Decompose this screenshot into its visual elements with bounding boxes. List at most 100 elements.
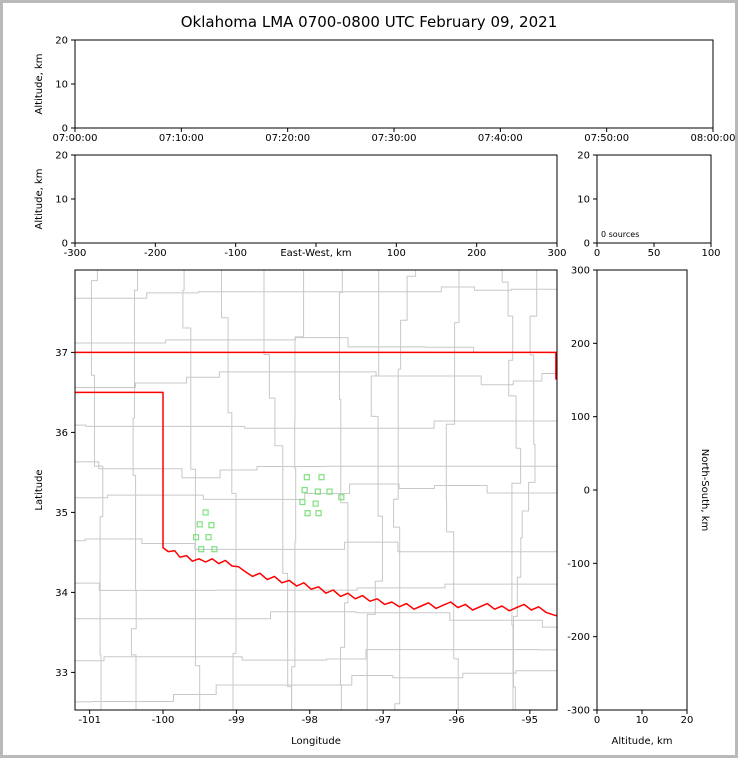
x-tick-label: 200	[467, 248, 486, 259]
lma-station-marker	[205, 534, 212, 541]
county-line	[445, 270, 460, 710]
county-line	[75, 670, 557, 703]
x-tick-label: 07:00:00	[53, 133, 98, 144]
county-line	[338, 270, 349, 710]
annotation-source-count: 0 sources	[601, 230, 639, 239]
y-tick-label: 10	[577, 195, 590, 206]
ylabel-ns-height-right: North-South, km	[699, 449, 710, 532]
y-tick-label: 100	[571, 412, 590, 423]
y-tick-label: 20	[55, 151, 68, 162]
lma-station-marker	[192, 534, 200, 541]
y-tick-label: 200	[571, 339, 590, 350]
x-tick-label: -99	[228, 715, 244, 726]
x-tick-label: 07:40:00	[478, 133, 523, 144]
x-tick-label: 10	[636, 715, 649, 726]
lma-station-marker	[198, 546, 205, 553]
lma-station-marker	[314, 488, 321, 495]
county-line	[90, 270, 104, 710]
y-tick-label: -200	[567, 632, 590, 643]
x-tick-label: 100	[387, 248, 406, 259]
county-line	[291, 270, 305, 710]
y-tick-label: 35	[55, 508, 68, 519]
lma-station-marker	[196, 521, 203, 528]
y-tick-label: 20	[55, 36, 68, 47]
x-tick-label: -101	[78, 715, 101, 726]
y-tick-label: 10	[55, 80, 68, 91]
y-tick-label: 0	[584, 239, 590, 250]
xlabel-ew-height: East-West, km	[280, 248, 351, 259]
lma-station-marker	[301, 486, 308, 494]
county-line	[75, 286, 557, 299]
x-tick-label: 300	[547, 248, 566, 259]
county-line	[366, 270, 383, 710]
county-line	[75, 420, 557, 429]
lma-stations	[192, 474, 345, 553]
x-tick-label: -96	[448, 715, 464, 726]
x-tick-label: -100	[224, 248, 247, 259]
lma-station-marker	[303, 474, 310, 481]
state-border	[75, 351, 557, 617]
figure-title: Oklahoma LMA 0700-0800 UTC February 09, …	[181, 13, 558, 31]
x-tick-label: -300	[64, 248, 87, 259]
panel-ew-height: -300 -200 -100 100 200 300 0 10 20	[55, 151, 566, 260]
x-tick-label: -100	[152, 715, 175, 726]
lma-station-marker	[318, 474, 325, 481]
y-tick-label: 37	[55, 348, 68, 359]
x-tick-label: 20	[681, 715, 694, 726]
lma-station-marker	[338, 494, 345, 501]
county-line	[75, 483, 557, 500]
county-line	[221, 270, 237, 710]
x-tick-label: 100	[701, 248, 720, 259]
lma-station-marker	[299, 498, 306, 506]
county-line	[75, 371, 557, 388]
x-tick-label: 07:30:00	[372, 133, 417, 144]
x-tick-label: 07:50:00	[584, 133, 629, 144]
lma-station-marker	[315, 510, 322, 517]
lma-station-marker	[304, 510, 311, 517]
county-line	[75, 461, 557, 479]
x-tick-label: -200	[144, 248, 167, 259]
x-tick-label: 0	[594, 715, 600, 726]
county-line	[75, 582, 557, 591]
plan-view-map-frame	[74, 269, 558, 711]
y-tick-label: 0	[584, 486, 590, 497]
county-line	[393, 270, 417, 710]
x-tick-label: 08:00:00	[691, 133, 736, 144]
y-tick-label: -300	[567, 706, 590, 717]
panel-time-height: 07:00:00 07:10:00 07:20:00 07:30:00 07:40:00…	[53, 36, 736, 145]
county-line	[75, 649, 557, 662]
y-tick-label: 36	[55, 428, 68, 439]
ns-height-frame	[596, 269, 688, 711]
x-tick-label: -95	[522, 715, 538, 726]
xlabel-ns-height: Altitude, km	[612, 736, 673, 747]
xlabel-map: Longitude	[291, 736, 341, 747]
lma-station-marker	[202, 509, 209, 516]
county-boundaries	[75, 270, 557, 710]
x-tick-label: 50	[648, 248, 661, 259]
panel-altitude-histogram: 0 50 100 0 10 20	[577, 151, 720, 260]
time-height-frame	[74, 39, 714, 129]
ew-height-frame	[74, 154, 558, 244]
county-line	[75, 538, 557, 553]
y-tick-label: 20	[577, 151, 590, 162]
lma-station-marker	[326, 488, 333, 495]
x-tick-label: 07:20:00	[265, 133, 310, 144]
x-tick-label: -97	[375, 715, 391, 726]
y-tick-label: 33	[55, 668, 68, 679]
x-tick-label: 0	[594, 248, 600, 259]
county-line	[130, 270, 138, 710]
y-tick-label: 10	[55, 195, 68, 206]
county-line	[75, 611, 557, 628]
y-tick-label: -100	[567, 559, 590, 570]
county-line	[501, 270, 522, 710]
ylabel-ew-height: Altitude, km	[34, 169, 45, 230]
lma-station-marker	[312, 500, 319, 507]
lma-station-marker	[211, 546, 218, 553]
ylabel-time-height: Altitude, km	[34, 54, 45, 115]
panel-ns-height: 0 10 20 300 200 100 0 -100 -200 -300	[567, 266, 693, 727]
county-line	[263, 270, 292, 710]
ylabel-map: Latitude	[34, 469, 45, 510]
y-tick-label: 34	[55, 588, 68, 599]
